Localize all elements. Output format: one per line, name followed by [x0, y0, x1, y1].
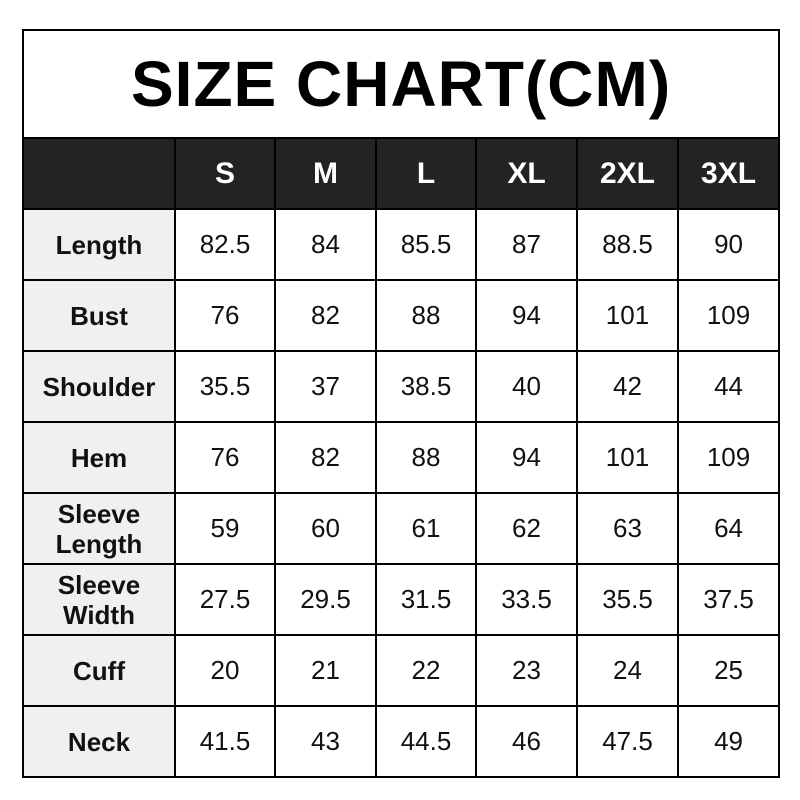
header-size-xl: XL: [475, 137, 578, 210]
row-label: Length: [22, 208, 176, 281]
table-row: Cuff 20 21 22 23 24 25: [22, 634, 781, 707]
row-label: Shoulder: [22, 350, 176, 423]
table-cell: 41.5: [174, 705, 276, 778]
header-size-2xl: 2XL: [576, 137, 679, 210]
header-size-s: S: [174, 137, 276, 210]
table-cell: 40: [475, 350, 578, 423]
row-label: Sleeve Width: [22, 563, 176, 636]
table-cell: 88: [375, 421, 477, 494]
table-cell: 88: [375, 279, 477, 352]
table-cell: 20: [174, 634, 276, 707]
table-row: Sleeve Length 59 60 61 62 63 64: [22, 492, 781, 565]
table-body: Length 82.5 84 85.5 87 88.5 90 Bust 76 82 88 94 101 1…: [22, 208, 781, 778]
table-cell: 43: [274, 705, 377, 778]
table-row: Length 82.5 84 85.5 87 88.5 90: [22, 208, 781, 281]
table-cell: 90: [676, 208, 781, 281]
table-cell: 82.5: [174, 208, 276, 281]
table-cell: 76: [174, 279, 276, 352]
table-row: Hem 76 82 88 94 101 109: [22, 421, 781, 494]
table-cell: 84: [274, 208, 377, 281]
table-cell: 109: [676, 279, 781, 352]
size-table: SIZE CHART(CM) S M L XL 2XL 3XL Length 82.5 84 8…: [21, 29, 781, 778]
table-cell: 37: [274, 350, 377, 423]
table-cell: 25: [676, 634, 781, 707]
size-chart: SIZE CHART(CM) S M L XL 2XL 3XL Length 82.5 84 8…: [21, 29, 781, 778]
header-size-m: M: [274, 137, 377, 210]
table-cell: 82: [274, 279, 377, 352]
table-cell: 23: [475, 634, 578, 707]
row-label: Hem: [22, 421, 176, 494]
table-row: Neck 41.5 43 44.5 46 47.5 49: [22, 705, 781, 778]
row-label: Bust: [22, 279, 176, 352]
header-corner: [22, 137, 176, 210]
row-label: Cuff: [22, 634, 176, 707]
table-row: Shoulder 35.5 37 38.5 40 42 44: [22, 350, 781, 423]
table-cell: 63: [576, 492, 679, 565]
table-cell: 35.5: [576, 563, 679, 636]
table-cell: 35.5: [174, 350, 276, 423]
row-label: Sleeve Length: [22, 492, 176, 565]
table-cell: 27.5: [174, 563, 276, 636]
table-cell: 37.5: [676, 563, 781, 636]
header-size-3xl: 3XL: [676, 137, 781, 210]
table-cell: 59: [174, 492, 276, 565]
table-cell: 33.5: [475, 563, 578, 636]
table-cell: 62: [475, 492, 578, 565]
table-cell: 101: [576, 421, 679, 494]
table-cell: 60: [274, 492, 377, 565]
table-cell: 46: [475, 705, 578, 778]
table-cell: 88.5: [576, 208, 679, 281]
table-cell: 42: [576, 350, 679, 423]
table-cell: 82: [274, 421, 377, 494]
table-cell: 94: [475, 421, 578, 494]
table-cell: 49: [676, 705, 781, 778]
table-cell: 47.5: [576, 705, 679, 778]
table-cell: 31.5: [375, 563, 477, 636]
table-row: Sleeve Width 27.5 29.5 31.5 33.5 35.5 37.5: [22, 563, 781, 636]
table-cell: 44.5: [375, 705, 477, 778]
table-cell: 76: [174, 421, 276, 494]
table-cell: 61: [375, 492, 477, 565]
table-cell: 38.5: [375, 350, 477, 423]
table-cell: 109: [676, 421, 781, 494]
table-cell: 24: [576, 634, 679, 707]
header-row: S M L XL 2XL 3XL: [22, 137, 781, 210]
table-cell: 64: [676, 492, 781, 565]
table-cell: 85.5: [375, 208, 477, 281]
header-size-l: L: [375, 137, 477, 210]
table-cell: 87: [475, 208, 578, 281]
row-label: Neck: [22, 705, 176, 778]
table-cell: 44: [676, 350, 781, 423]
table-cell: 21: [274, 634, 377, 707]
table-cell: 101: [576, 279, 679, 352]
table-cell: 22: [375, 634, 477, 707]
table-cell: 29.5: [274, 563, 377, 636]
chart-title: SIZE CHART(CM): [21, 29, 781, 139]
table-row: Bust 76 82 88 94 101 109: [22, 279, 781, 352]
table-cell: 94: [475, 279, 578, 352]
